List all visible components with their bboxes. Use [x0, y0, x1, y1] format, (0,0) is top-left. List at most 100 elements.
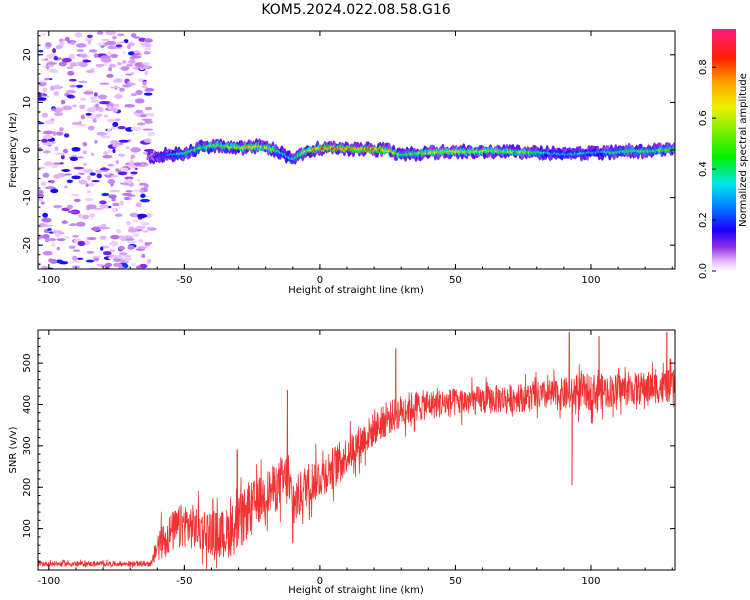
- spectrogram-noise-blob: [85, 112, 92, 116]
- spectrogram-noise-blob: [76, 156, 84, 159]
- spectrogram-y-tick-label: -20: [22, 237, 33, 253]
- spectrogram-noise-blob: [141, 85, 148, 89]
- spectrogram-noise-blob: [93, 257, 100, 261]
- spectrogram-noise-blob: [143, 50, 151, 55]
- spectrogram-noise-blob: [125, 238, 135, 241]
- spectrogram-noise-blob: [96, 173, 102, 179]
- spectrogram-noise-blob: [126, 63, 134, 67]
- spectrogram-noise-blob: [86, 237, 97, 241]
- spectrogram-noise-blob: [140, 221, 150, 226]
- spectrogram-noise-blob: [68, 54, 76, 59]
- spectrogram-noise-blob: [38, 147, 42, 152]
- spectrogram-noise-blob: [93, 92, 98, 97]
- spectrogram-noise-blob: [101, 192, 110, 197]
- spectrogram-noise-blob: [69, 84, 77, 88]
- spectrogram-noise-blob: [132, 233, 140, 237]
- spectrogram-noise-blob: [82, 168, 94, 173]
- spectrogram-noise-blob: [55, 232, 61, 238]
- spectrogram-noise-blob: [116, 254, 123, 259]
- spectrogram-noise-blob: [44, 130, 54, 135]
- snr-series-line: [38, 332, 675, 569]
- spectrogram-noise-blob: [116, 62, 122, 66]
- spectrogram-y-tick-label: 20: [22, 48, 33, 61]
- spectrogram-noise-blob: [133, 50, 141, 54]
- spectrogram-noise-blob: [135, 225, 146, 230]
- spectrogram-x-tick-label: -100: [37, 275, 60, 286]
- spectrogram-noise-blob: [126, 240, 137, 244]
- spectrogram-noise-blob: [117, 125, 126, 130]
- figure-title: KOM5.2024.022.08.58.G16: [261, 2, 450, 18]
- colorbar-label: Normalized spectral amplitude: [738, 73, 749, 227]
- spectrogram-noise-blob: [54, 146, 59, 151]
- spectrogram-noise-blob: [144, 88, 155, 92]
- spectrogram-noise-blob: [135, 202, 142, 208]
- spectrogram-noise-blob: [128, 59, 136, 64]
- spectrogram-noise-blob: [109, 86, 121, 89]
- spectrogram-noise-blob: [91, 226, 101, 232]
- spectrogram-noise-blob: [146, 226, 153, 230]
- colorbar-tick-label: 0.0: [698, 263, 709, 279]
- spectrogram-noise-blob: [38, 97, 47, 101]
- spectrogram-noise-blob: [53, 91, 60, 96]
- spectrogram-noise-blob: [129, 212, 140, 218]
- spectrogram-noise-blob: [118, 153, 126, 157]
- snr-x-tick-label: 0: [317, 576, 323, 587]
- spectrogram-noise-blob: [83, 91, 94, 95]
- spectrogram-noise-blob: [42, 212, 49, 218]
- spectrogram-noise-blob: [114, 141, 119, 144]
- spectrogram-noise-blob: [137, 246, 148, 250]
- snr-y-tick-label: 400: [22, 395, 33, 414]
- spectrogram-noise-blob: [38, 197, 43, 202]
- spectrogram-noise-blob: [53, 204, 62, 209]
- spectrogram-noise-blob: [110, 126, 116, 130]
- spectrogram-noise-blob: [90, 99, 100, 103]
- colorbar-tick-label: 0.8: [698, 59, 709, 75]
- spectrogram-noise-blob: [135, 109, 143, 114]
- spectrogram-noise-blob: [111, 207, 117, 213]
- spectrogram-noise-blob: [61, 154, 65, 160]
- spectrogram-noise-blob: [125, 73, 133, 76]
- spectrogram-noise-blob: [99, 82, 110, 85]
- spectrogram-noise-blob: [118, 266, 125, 269]
- spectrogram-noise-blob: [127, 245, 135, 251]
- spectrogram-noise-blob: [42, 172, 50, 178]
- spectrogram-noise-blob: [65, 89, 76, 94]
- spectrogram-noise-blob: [96, 131, 107, 136]
- spectrogram-noise-blob: [130, 154, 136, 159]
- spectrogram-noise-blob: [134, 62, 145, 67]
- spectrogram-noise-blob: [114, 93, 123, 100]
- spectrogram-y-tick-label: 0: [22, 147, 33, 153]
- spectrogram-noise-blob: [135, 265, 142, 269]
- spectrogram-noise-blob: [144, 106, 153, 111]
- colorbar-tick-label: 0.6: [698, 110, 709, 126]
- spectrogram-noise-blob: [110, 53, 119, 58]
- spectrogram-noise-blob: [83, 163, 87, 166]
- spectrogram-noise-blob: [136, 213, 148, 219]
- spectrogram-noise-blob: [59, 127, 64, 132]
- spectrogram-noise-blob: [99, 204, 110, 208]
- spectrogram-noise-blob: [67, 70, 75, 76]
- spectrogram-noise-blob: [142, 230, 149, 233]
- spectrogram-y-tick-label: 10: [22, 96, 33, 109]
- spectrogram-noise-blob: [47, 228, 52, 231]
- spectrogram-noise-blob: [97, 42, 105, 46]
- spectrogram-noise-blob: [118, 139, 130, 143]
- spectrogram-noise-blob: [139, 263, 148, 269]
- spectrogram-noise-blob: [116, 33, 125, 37]
- spectrogram-noise-blob: [99, 235, 107, 241]
- spectrogram-noise-blob: [88, 182, 95, 187]
- spectrogram-noise-blob: [122, 192, 132, 196]
- spectrogram-noise-blob: [86, 107, 97, 113]
- spectrogram-noise-blob: [64, 173, 72, 176]
- spectrogram-noise-blob: [74, 32, 83, 38]
- spectrogram-noise-blob: [38, 166, 46, 169]
- spectrogram-noise-blob: [143, 92, 153, 96]
- spectrogram-noise-blob: [82, 141, 88, 147]
- spectrogram-x-tick-label: -50: [176, 275, 192, 286]
- colorbar-gradient: [712, 29, 736, 271]
- spectrogram-noise-blob: [42, 234, 50, 239]
- snr-y-axis-label: SNR (v/v): [8, 426, 19, 473]
- spectrogram-noise-blob: [112, 121, 119, 127]
- spectrogram-noise-blob: [107, 128, 111, 133]
